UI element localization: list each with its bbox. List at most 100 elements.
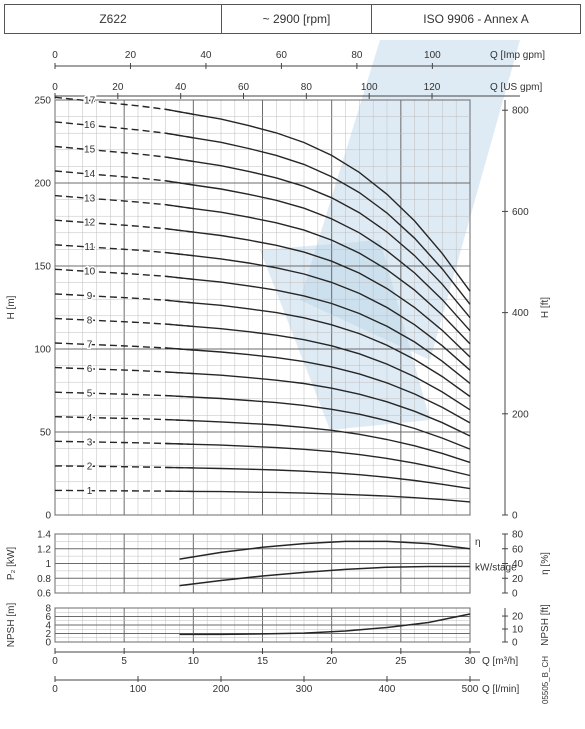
stage-label: 4 [87,413,93,424]
curve-stage [165,442,471,477]
watermark-logo [300,40,520,360]
stage-label: 14 [84,169,96,180]
curve-stage [165,323,471,411]
imp-gpm-tick-label: 60 [276,50,288,61]
stage-label: 3 [87,437,93,448]
us-gpm-tick-label: 60 [238,82,250,93]
lmin-tick-label: 200 [213,684,230,695]
curve-stage [165,299,471,398]
y-tick-label: 0.6 [37,589,51,600]
right-tick-label: 0 [512,589,518,600]
y-tick-label: 2 [45,629,51,640]
y-tick-label: 250 [34,96,51,107]
y-tick-label: 0.8 [37,574,51,585]
right-tick-label: 0 [512,638,518,649]
stage-label: 16 [84,120,96,131]
y-tick-label: 150 [34,262,51,273]
stage-label: 5 [87,388,93,399]
stage-label: 1 [87,486,93,497]
y-tick-label: 200 [34,179,51,190]
lmin-tick-label: 400 [379,684,396,695]
curve-stage [165,466,471,490]
imp-gpm-tick-label: 20 [125,50,137,61]
stage-label: 10 [84,266,96,277]
right-tick-label: 40 [512,559,524,570]
curve-stage [165,228,471,358]
curve-stage [165,156,471,319]
y-tick-label: 8 [45,604,51,615]
flow-tick-label: 10 [188,656,200,667]
us-gpm-tick-label: 100 [361,82,378,93]
y-tick-label: 0 [45,511,51,522]
curve-stage [165,347,471,424]
y-tick-label: 6 [45,612,51,623]
us-gpm-tick-label: 120 [424,82,441,93]
imp-gpm-tick-label: 80 [351,50,363,61]
curve-efficiency [179,540,471,560]
us-gpm-tick-label: 40 [175,82,187,93]
curve-stage [165,394,471,450]
imp-gpm-tick-label: 100 [424,50,441,61]
right-tick-label: 60 [512,544,524,555]
imp-gpm-label: Q [Imp gpm] [490,50,545,61]
flow-tick-label: 30 [464,656,476,667]
stage-label: 17 [84,96,96,107]
right-axis-label: H [ft] [540,297,551,318]
lmin-tick-label: 500 [462,684,479,695]
right-tick-label: 80 [512,530,524,541]
imp-gpm-tick-label: 40 [200,50,212,61]
curve-stage [165,108,471,292]
speed-header: ~ 2900 [rpm] [221,4,372,34]
stage-label: 11 [84,242,95,253]
footnote-code: 05505_B_CH [541,656,550,704]
flow-axis-label: Q [m³/h] [482,656,518,667]
right-tick-label: 200 [512,409,529,420]
curve-stage [165,180,471,332]
y-axis-label: H [m] [6,295,17,319]
right-tick-label: 20 [512,612,524,623]
y-tick-label: 1.2 [37,544,51,555]
imp-gpm-tick-label: 0 [52,50,58,61]
y-axis-label: P₂ [kW] [6,547,17,581]
y-tick-label: 50 [40,428,52,439]
curve-npsh [179,613,471,636]
curve-power [179,565,470,587]
y-axis-label: NPSH [m] [6,603,17,648]
right-axis-label: η [%] [540,552,551,575]
right-axis-label: NPSH [ft] [540,604,551,646]
curve-stage [165,418,471,464]
y-tick-label: 100 [34,345,51,356]
us-gpm-tick-label: 80 [301,82,313,93]
lmin-axis-label: Q [l/min] [482,684,519,695]
curve-stage [165,251,471,371]
right-tick-label: 800 [512,106,529,117]
lmin-tick-label: 0 [52,684,58,695]
stage-label: 12 [84,218,96,229]
curve-stage [165,275,471,384]
curve-stage [165,132,471,305]
flow-tick-label: 5 [121,656,127,667]
curve-label: η [475,537,481,548]
us-gpm-tick-label: 0 [52,82,58,93]
stage-label: 15 [84,144,96,155]
curve-stage [165,204,471,345]
right-tick-label: 20 [512,574,524,585]
us-gpm-tick-label: 20 [112,82,124,93]
stage-label: 6 [87,364,93,375]
y-tick-label: 1 [45,559,51,570]
right-tick-label: 10 [512,625,524,636]
curve-stage [165,490,471,503]
curve-stage [165,371,471,437]
standard-header: ISO 9906 - Annex A [371,4,581,34]
right-tick-label: 600 [512,207,529,218]
stage-label: 2 [87,462,93,473]
us-gpm-label: Q [US gpm] [490,82,542,93]
y-tick-label: 4 [45,621,51,632]
curve-label: kW/stage [475,562,517,573]
stage-label: 7 [87,340,93,351]
y-tick-label: 1.4 [37,530,51,541]
flow-tick-label: 15 [257,656,269,667]
stage-label: 13 [84,193,96,204]
